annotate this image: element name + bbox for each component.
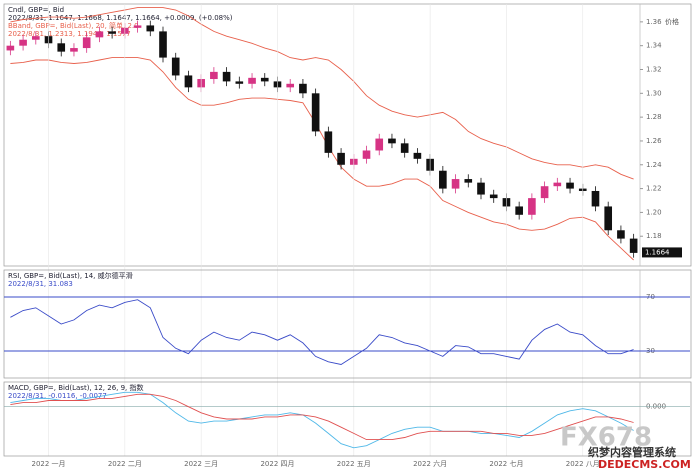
panel-frame xyxy=(3,3,692,267)
candle-body xyxy=(286,83,295,88)
y-tick-label: 1.32 xyxy=(646,66,662,74)
y-tick-label: 1.18 xyxy=(646,232,662,240)
watermark-site-cn: 织梦内容管理系统 xyxy=(588,445,676,459)
candle-body xyxy=(6,45,15,51)
candle-body xyxy=(566,182,574,189)
candle-body xyxy=(451,179,460,189)
candle-body xyxy=(82,37,91,49)
panel-title: MACD, GBP=, Bid(Last), 12, 26, 9, 指数 xyxy=(8,383,144,392)
candle-body xyxy=(362,150,371,159)
candle-body xyxy=(222,71,231,82)
panel-subtitle: 2022/8/31, -0.0116, -0.0077 xyxy=(8,392,107,400)
y-tick-label: 1.22 xyxy=(646,185,662,193)
candle-body xyxy=(210,71,218,80)
panel-frame xyxy=(3,381,692,457)
candle-body xyxy=(400,143,409,153)
candle-body xyxy=(70,48,78,52)
panel-title: Cndl, GBP=, Bid xyxy=(8,6,64,14)
band-lower xyxy=(10,57,634,261)
y-tick-label: 1.20 xyxy=(646,208,662,216)
candle-body xyxy=(629,238,638,253)
panel-subtitle: 2022/8/31, 1.1647, 1.1668, 1.1647, 1.166… xyxy=(8,14,233,22)
candle-body xyxy=(528,198,536,215)
candle-body xyxy=(553,182,562,187)
candle-body xyxy=(388,138,396,144)
candle-body xyxy=(375,138,384,151)
x-tick-label: 2022 八月 xyxy=(566,460,600,468)
candle-body xyxy=(184,75,193,88)
y-tick-label: 1.30 xyxy=(646,89,662,97)
band-upper xyxy=(10,7,634,180)
series-line xyxy=(10,393,634,441)
candle-body xyxy=(57,43,66,52)
bands-subtitle: 2022/8/31, 1.2313, 1.1946, 1.1577 xyxy=(8,30,131,38)
candle-body xyxy=(489,194,498,199)
x-tick-label: 2022 七月 xyxy=(489,459,523,468)
y-tick-label: 1.36 xyxy=(646,18,662,26)
candle-body xyxy=(171,57,180,76)
candle-body xyxy=(477,182,485,195)
watermark-site: DEDECMS.COM xyxy=(598,458,691,470)
candle-body xyxy=(515,206,523,215)
y-tick-label: 1.34 xyxy=(646,42,662,50)
candle-body xyxy=(337,152,345,165)
x-tick-label: 2022 五月 xyxy=(337,460,371,468)
last-price-tag xyxy=(642,247,682,258)
x-tick-label: 2022 四月 xyxy=(260,460,294,468)
series-line xyxy=(10,391,634,449)
x-tick-label: 2022 六月 xyxy=(413,459,447,468)
x-tick-label: 2022 三月 xyxy=(184,460,218,468)
candle-body xyxy=(540,186,549,199)
panel-title: RSI, GBP=, Bid(Last), 14, 威尔德平滑 xyxy=(8,271,133,280)
candle-body xyxy=(19,39,27,46)
candle-body xyxy=(324,131,333,153)
candle-body xyxy=(464,179,473,183)
candle-body xyxy=(299,83,307,94)
candle-body xyxy=(439,170,447,189)
candle-body xyxy=(31,36,40,40)
candle-body xyxy=(95,31,104,38)
candle-body xyxy=(146,25,155,32)
candle-body xyxy=(604,206,613,231)
panel-subtitle: 2022/8/31, 31.083 xyxy=(8,280,73,288)
candle-body xyxy=(133,25,142,28)
y-axis-label: 价格 xyxy=(665,17,679,26)
candle-body xyxy=(591,190,600,207)
candle-body xyxy=(617,230,625,239)
last-price-label: 1.1664 xyxy=(645,248,670,256)
panel-frame xyxy=(3,269,692,379)
candle-body xyxy=(108,31,116,34)
x-tick-label: 2022 二月 xyxy=(108,460,142,468)
y-tick-label: 1.24 xyxy=(646,161,662,169)
candle-body xyxy=(235,81,244,84)
watermark-brand: FX678 xyxy=(560,423,652,453)
x-tick-label: 2022 一月 xyxy=(31,460,65,468)
bands-title: BBand, GBP=, Bid(Last), 20, 简单, 2.0 xyxy=(8,21,139,30)
candle-body xyxy=(260,77,269,82)
y-tick-label: 1.26 xyxy=(646,137,662,145)
candle-body xyxy=(159,31,167,58)
candle-body xyxy=(413,152,422,159)
y-tick-label: 1.28 xyxy=(646,113,662,121)
series-line xyxy=(10,299,634,365)
candle-body xyxy=(311,93,320,132)
candle-body xyxy=(248,77,256,84)
